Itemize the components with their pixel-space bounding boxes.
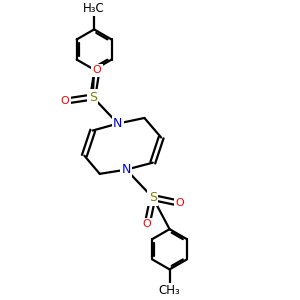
Text: S: S bbox=[89, 91, 97, 103]
Text: O: O bbox=[175, 198, 184, 208]
Text: O: O bbox=[92, 65, 101, 76]
Text: N: N bbox=[113, 117, 123, 130]
Text: N: N bbox=[122, 163, 131, 176]
Text: O: O bbox=[143, 219, 152, 229]
Text: H₃C: H₃C bbox=[83, 2, 105, 15]
Text: O: O bbox=[60, 96, 69, 106]
Text: S: S bbox=[149, 191, 157, 204]
Text: CH₃: CH₃ bbox=[159, 284, 180, 297]
